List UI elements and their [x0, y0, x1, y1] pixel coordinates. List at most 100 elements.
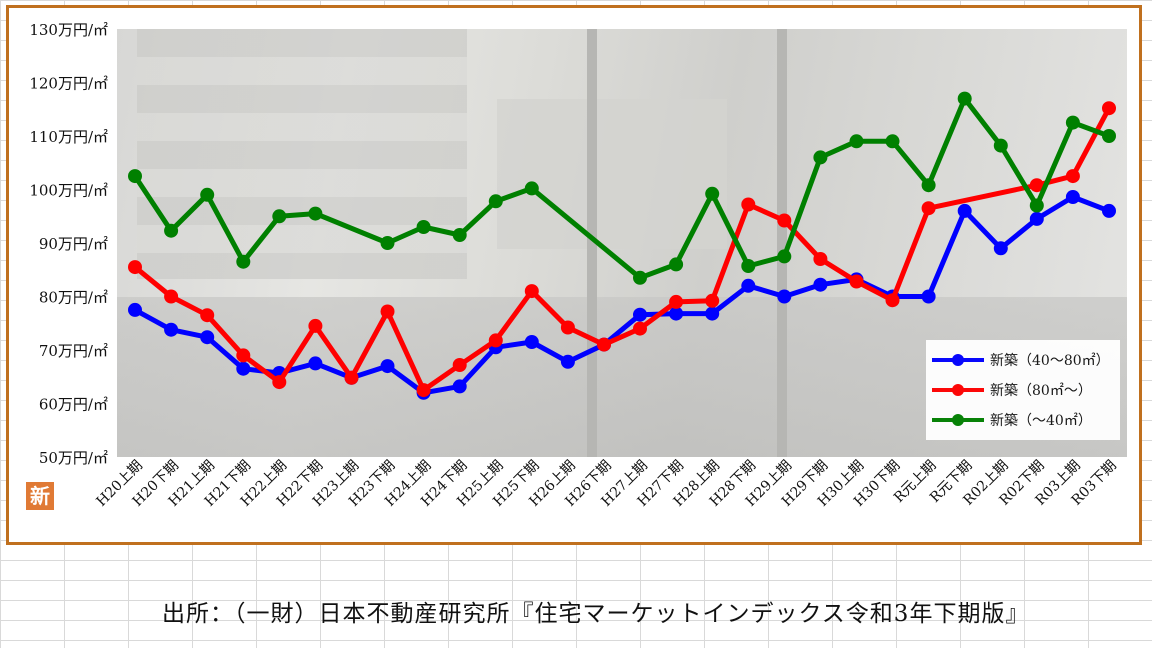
data-point	[236, 254, 251, 269]
data-point	[416, 383, 431, 398]
line-chart: 50万円/㎡ 60万円/㎡ 70万円/㎡ 80万円/㎡ 90万円/㎡ 100万円/㎡ 110…	[29, 21, 1119, 510]
data-point	[452, 228, 467, 242]
data-point	[813, 277, 828, 292]
data-point	[921, 201, 936, 216]
data-point	[921, 178, 936, 193]
data-point	[957, 203, 972, 218]
data-point	[164, 289, 179, 304]
data-point	[633, 270, 647, 285]
data-point	[633, 307, 647, 322]
data-point	[1065, 115, 1080, 130]
data-point	[236, 348, 251, 363]
data-point	[849, 134, 864, 149]
y-tick-label: 120万円/㎡	[29, 75, 108, 93]
y-tick-label: 110万円/㎡	[29, 128, 108, 146]
data-point	[452, 358, 467, 372]
series-line-0	[133, 194, 1110, 396]
data-point	[741, 278, 756, 293]
legend-marker	[952, 414, 964, 426]
data-point	[669, 306, 684, 321]
y-tick-label: 130万円/㎡	[29, 21, 108, 39]
y-tick-label: 50万円/㎡	[39, 449, 108, 467]
data-point	[1065, 190, 1080, 204]
data-point	[452, 379, 467, 394]
y-tick-label: 90万円/㎡	[39, 235, 108, 253]
data-point	[200, 330, 215, 345]
data-point	[272, 375, 287, 390]
data-point	[380, 304, 395, 319]
data-point	[1102, 129, 1116, 143]
data-point	[813, 252, 828, 266]
data-point	[1029, 198, 1044, 213]
data-point	[777, 249, 792, 264]
data-point	[1065, 169, 1080, 184]
data-point	[524, 284, 539, 299]
legend-item: 新築（80㎡～）	[926, 378, 1120, 400]
data-point	[597, 337, 611, 352]
data-point	[1102, 203, 1116, 218]
data-point	[921, 289, 936, 304]
data-point	[236, 361, 251, 376]
source-citation: 出所：（一財）日本不動産研究所『住宅マーケットインデックス令和3年下期版』	[162, 601, 1030, 627]
data-point	[128, 169, 142, 184]
data-point	[741, 259, 756, 273]
background-building	[497, 99, 727, 249]
background-pole	[777, 29, 787, 457]
series-line-2	[132, 96, 1110, 281]
data-point	[560, 320, 575, 335]
legend-item: 新築（～40㎡）	[926, 408, 1120, 430]
background-pole	[587, 29, 597, 457]
background-building	[137, 29, 467, 279]
legend: 新築（40～80㎡） 新築（80㎡～） 新築（～40㎡）	[926, 340, 1120, 440]
data-point	[524, 181, 539, 196]
data-point	[524, 335, 539, 349]
data-point	[308, 356, 323, 371]
data-point	[1029, 178, 1044, 193]
data-point	[993, 138, 1008, 153]
legend-marker	[952, 384, 964, 396]
data-point	[705, 186, 720, 201]
data-point	[272, 209, 287, 224]
data-point	[705, 306, 720, 321]
data-point	[669, 257, 684, 272]
data-point	[344, 370, 359, 385]
y-tick-label: 100万円/㎡	[29, 182, 108, 200]
data-point	[380, 236, 395, 250]
data-point	[380, 359, 395, 374]
data-point	[669, 294, 684, 309]
data-point	[777, 213, 792, 228]
data-point	[416, 220, 431, 234]
data-point	[741, 197, 756, 212]
data-point	[488, 194, 503, 209]
data-point	[164, 223, 179, 238]
data-point	[308, 206, 323, 221]
y-tick-label: 60万円/㎡	[39, 396, 108, 414]
data-point	[308, 318, 323, 333]
data-point	[1029, 211, 1044, 226]
new-badge-icon: 新	[26, 482, 54, 510]
data-point	[705, 293, 720, 308]
data-point	[957, 91, 972, 106]
legend-label: 新築（40～80㎡）	[990, 353, 1110, 369]
y-tick-label: 80万円/㎡	[39, 289, 108, 307]
data-point	[1102, 101, 1116, 116]
data-point	[849, 274, 864, 289]
y-tick-label: 70万円/㎡	[39, 342, 108, 360]
data-point	[164, 322, 179, 337]
data-point	[993, 241, 1008, 256]
legend-label: 新築（80㎡～）	[990, 383, 1092, 399]
data-point	[200, 187, 215, 202]
data-point	[885, 293, 900, 308]
data-point	[633, 321, 647, 336]
legend-marker	[952, 354, 964, 366]
data-point	[560, 354, 575, 369]
data-point	[885, 134, 900, 149]
data-point	[200, 308, 215, 323]
data-point	[128, 260, 142, 275]
legend-label: 新築（～40㎡）	[990, 413, 1092, 429]
data-point	[128, 302, 142, 317]
data-point	[488, 333, 503, 348]
data-point	[777, 289, 792, 304]
data-point	[813, 150, 828, 165]
legend-item: 新築（40～80㎡）	[926, 348, 1120, 370]
